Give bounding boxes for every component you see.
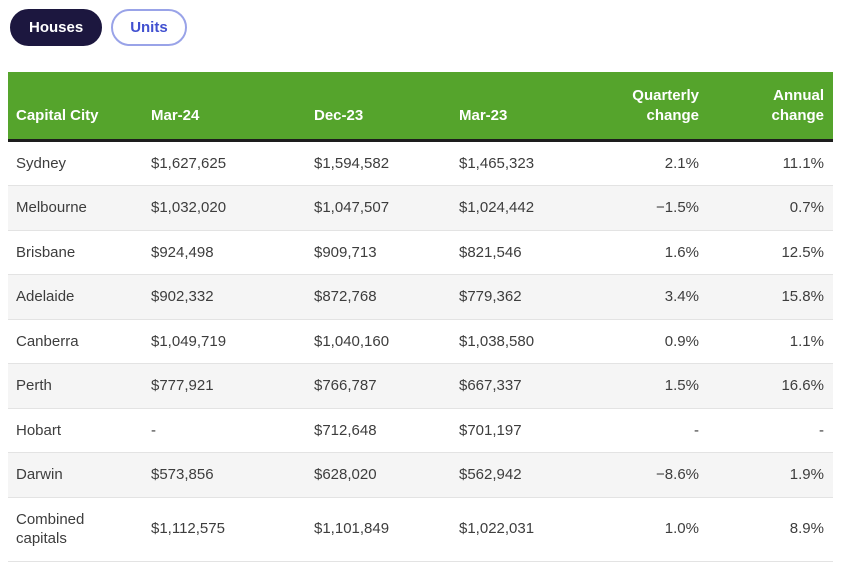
cell-qchange: - [611, 408, 723, 453]
cell-city: Sydney [8, 140, 143, 186]
cell-mar24: $777,921 [143, 363, 306, 409]
city-label: Brisbane [16, 243, 76, 261]
cell-mar23: $667,337 [451, 363, 611, 409]
table-body: Sydney $1,627,625 $1,594,582 $1,465,323 2.1%… [8, 140, 833, 562]
cell-mar24: $573,856 [143, 452, 306, 498]
table-header-row: Capital City Mar-24 Dec-23 Mar-23 Quarterly … [8, 72, 833, 142]
cell-mar24: $902,332 [143, 274, 306, 320]
city-label: Melbourne [16, 199, 87, 216]
table-row: Combined capitals $1,112,575 $1,101,849 $1,… [8, 497, 833, 562]
cell-qchange: 1.0% [611, 497, 723, 562]
cell-achange: 11.1% [723, 140, 833, 186]
column-header-achange: Annual change [723, 72, 833, 142]
cell-mar24: $1,627,625 [143, 140, 306, 186]
city-label: Adelaide [16, 288, 75, 305]
cell-qchange: −8.6% [611, 452, 723, 498]
prices-table: Capital City Mar-24 Dec-23 Mar-23 Quarterly … [8, 72, 833, 562]
cell-city: Hobart [8, 408, 143, 453]
column-header-qchange: Quarterly change [611, 72, 723, 142]
cell-city: Canberra [8, 319, 143, 364]
table-row: Darwin $573,856 $628,020 $562,942 −8.6% 1.9% [8, 452, 833, 498]
cell-mar24: - [143, 408, 306, 453]
cell-achange: - [723, 408, 833, 453]
table-row: Canberra $1,049,719 $1,040,160 $1,038,580 0.… [8, 319, 833, 364]
cell-qchange: 1.5% [611, 363, 723, 409]
cell-dec23: $1,594,582 [306, 140, 451, 186]
cell-city: Perth [8, 363, 143, 409]
table-row: Melbourne $1,032,020 $1,047,507 $1,024,442−… [8, 185, 833, 231]
cell-mar24: $1,049,719 [143, 319, 306, 364]
table-row: Brisbane $924,498 $909,713 $821,546 1.6% 12.5… [8, 230, 833, 275]
cell-qchange: 3.4% [611, 274, 723, 320]
table-row: Hobart - $712,648 $701,197- - [8, 408, 833, 453]
table-row: Adelaide $902,332 $872,768 $779,362 3.4% 15.8… [8, 274, 833, 320]
cell-dec23: $872,768 [306, 274, 451, 320]
column-header-mar23: Mar-23 [451, 72, 611, 142]
cell-achange: 1.1% [723, 319, 833, 364]
cell-mar23: $821,546 [451, 230, 611, 275]
city-label: Canberra [16, 332, 79, 350]
prices-table-container: Capital City Mar-24 Dec-23 Mar-23 Quarterly … [8, 72, 833, 562]
cell-mar23: $1,038,580 [451, 319, 611, 364]
cell-dec23: $1,040,160 [306, 319, 451, 364]
cell-dec23: $628,020 [306, 452, 451, 498]
cell-dec23: $1,101,849 [306, 497, 451, 562]
cell-qchange: 2.1% [611, 140, 723, 186]
column-header-dec23: Dec-23 [306, 72, 451, 142]
cell-mar23: $562,942 [451, 452, 611, 498]
property-type-toggle: Houses Units [0, 0, 842, 46]
city-label: Combined capitals [16, 510, 85, 548]
cell-city: Brisbane [8, 230, 143, 275]
cell-qchange: −1.5% [611, 185, 723, 231]
cell-city: Darwin [8, 452, 143, 498]
cell-dec23: $766,787 [306, 363, 451, 409]
city-label: Darwin [16, 466, 63, 483]
cell-dec23: $712,648 [306, 408, 451, 453]
cell-qchange: 1.6% [611, 230, 723, 275]
cell-achange: 0.7% [723, 185, 833, 231]
cell-mar24: $924,498 [143, 230, 306, 275]
cell-achange: 15.8% [723, 274, 833, 320]
cell-mar24: $1,112,575 [143, 497, 306, 562]
cell-qchange: 0.9% [611, 319, 723, 364]
table-row: Sydney $1,627,625 $1,594,582 $1,465,323 2.1%… [8, 140, 833, 186]
city-label: Sydney [16, 154, 67, 172]
cell-city: Melbourne [8, 185, 143, 231]
cell-dec23: $1,047,507 [306, 185, 451, 231]
cell-achange: 1.9% [723, 452, 833, 498]
cell-city: Combined capitals [8, 497, 143, 562]
cell-mar23: $1,465,323 [451, 140, 611, 186]
cell-mar23: $701,197 [451, 408, 611, 453]
cell-achange: 16.6% [723, 363, 833, 409]
cell-mar24: $1,032,020 [143, 185, 306, 231]
city-label: Hobart [16, 421, 62, 439]
cell-mar23: $779,362 [451, 274, 611, 320]
cell-city: Adelaide [8, 274, 143, 320]
cell-achange: 8.9% [723, 497, 833, 562]
cell-mar23: $1,024,442 [451, 185, 611, 231]
tab-units[interactable]: Units [111, 9, 187, 46]
cell-mar23: $1,022,031 [451, 497, 611, 562]
city-label: Perth [16, 377, 52, 394]
column-header-mar24: Mar-24 [143, 72, 306, 142]
tab-houses[interactable]: Houses [10, 9, 103, 46]
column-header-city: Capital City [8, 72, 143, 142]
cell-achange: 12.5% [723, 230, 833, 275]
cell-dec23: $909,713 [306, 230, 451, 275]
table-row: Perth $777,921 $766,787 $667,337 1.5% 16.6% [8, 363, 833, 409]
